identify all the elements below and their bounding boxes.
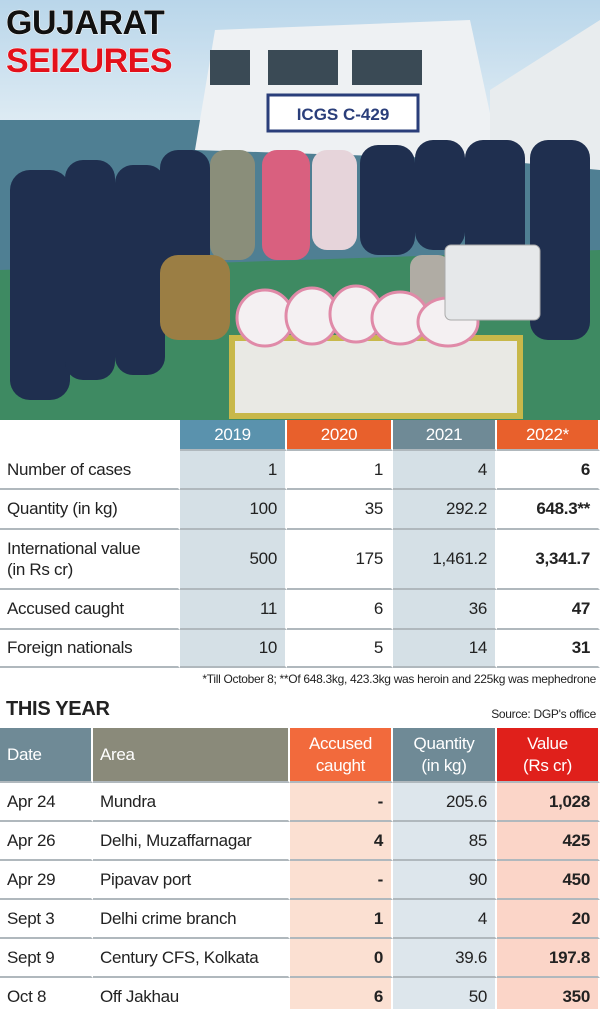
ship [195, 20, 500, 160]
mat [229, 335, 523, 419]
photo: ICGS C-429 [0, 0, 600, 420]
cell: Apr 24 [0, 783, 93, 822]
window [210, 50, 250, 85]
person [160, 255, 230, 340]
cell: 6 [497, 451, 600, 490]
cell: 85 [393, 822, 497, 861]
cell: 100 [180, 490, 287, 530]
person [410, 255, 450, 305]
cell: 450 [497, 861, 600, 900]
person [360, 145, 415, 255]
cell: 197.8 [497, 939, 600, 978]
cell: 1 [290, 900, 393, 939]
row-label: Foreign nationals [0, 630, 180, 668]
person [262, 150, 310, 260]
cell: 5 [287, 630, 393, 668]
cell: Apr 26 [0, 822, 93, 861]
person [65, 160, 115, 380]
row-label: Quantity (in kg) [0, 490, 180, 530]
title-line1: GUJARAT [5, 4, 165, 43]
cell: 205.6 [393, 783, 497, 822]
col-header: Value (Rs cr) [497, 728, 600, 783]
cell: Delhi, Muzaffarnagar [93, 822, 290, 861]
person [210, 150, 255, 260]
window [268, 50, 338, 85]
title-line2: SEIZURES [5, 42, 173, 81]
row-label: Number of cases [0, 451, 180, 490]
person [530, 140, 590, 340]
ship-plate [266, 93, 420, 133]
cell: 1,028 [497, 783, 600, 822]
cell: 175 [287, 530, 393, 590]
col-header: Quantity (in kg) [393, 728, 497, 783]
person [312, 150, 357, 250]
cell: 425 [497, 822, 600, 861]
cell: 11 [180, 590, 287, 630]
cell: 50 [393, 978, 497, 1009]
packets [235, 284, 480, 348]
cell: Century CFS, Kolkata [93, 939, 290, 978]
box [444, 244, 541, 321]
col-header: Area [93, 728, 290, 783]
cell: Off Jakhau [93, 978, 290, 1009]
cell: 35 [287, 490, 393, 530]
section-title: THIS YEAR [0, 693, 300, 725]
cell: 1 [180, 451, 287, 490]
footnote: *Till October 8; **Of 648.3kg, 423.3kg w… [0, 668, 600, 690]
cell: Sept 9 [0, 939, 93, 978]
cell: 14 [393, 630, 497, 668]
row-label: Accused caught [0, 590, 180, 630]
cell: 6 [290, 978, 393, 1009]
cell: 3,341.7 [497, 530, 600, 590]
cell: 1 [287, 451, 393, 490]
cell: 292.2 [393, 490, 497, 530]
cell: Pipavav port [93, 861, 290, 900]
col-header: 2019 [180, 420, 287, 451]
col-header: 2020 [287, 420, 393, 451]
cell: 36 [393, 590, 497, 630]
window [352, 50, 422, 85]
cell: 0 [290, 939, 393, 978]
cell: Oct 8 [0, 978, 93, 1009]
cell: 39.6 [393, 939, 497, 978]
person [10, 170, 70, 400]
col-header: Date [0, 728, 93, 783]
cell: 4 [290, 822, 393, 861]
cell: Apr 29 [0, 861, 93, 900]
cell: 500 [180, 530, 287, 590]
ship-2 [490, 20, 600, 170]
cell: 90 [393, 861, 497, 900]
cell: Sept 3 [0, 900, 93, 939]
person [415, 140, 465, 250]
cell: 4 [393, 900, 497, 939]
cell: 20 [497, 900, 600, 939]
row-label: International value (in Rs cr) [0, 530, 180, 590]
col-header: 2022* [497, 420, 600, 451]
cell: Delhi crime branch [93, 900, 290, 939]
source: Source: DGP's office [300, 700, 600, 728]
cell: 648.3** [497, 490, 600, 530]
cell: - [290, 783, 393, 822]
ship-label: ICGS C-429 [297, 105, 390, 124]
cell: 4 [393, 451, 497, 490]
cell: - [290, 861, 393, 900]
cell: 10 [180, 630, 287, 668]
person [115, 165, 165, 375]
cell: Mundra [93, 783, 290, 822]
cell: 47 [497, 590, 600, 630]
cell: 1,461.2 [393, 530, 497, 590]
col-header: Accused caught [290, 728, 393, 783]
col-header: 2021 [393, 420, 497, 451]
cell: 31 [497, 630, 600, 668]
cell: 350 [497, 978, 600, 1009]
cell: 6 [287, 590, 393, 630]
